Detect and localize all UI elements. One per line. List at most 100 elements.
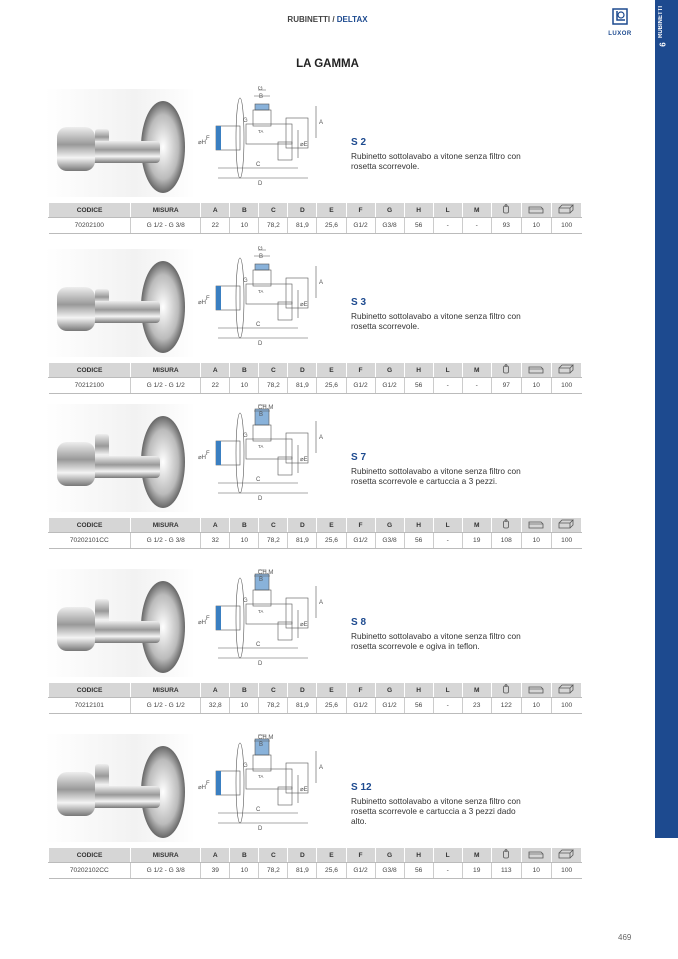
column-header: C bbox=[258, 202, 289, 218]
column-header: CODICE bbox=[47, 682, 132, 698]
table-row: 70202102CC G 1/2 - G 3/8 39 10 78,2 81,9 25,6 G… bbox=[48, 862, 582, 879]
table-cell: 97 bbox=[490, 377, 522, 394]
weight-icon bbox=[490, 362, 522, 378]
dim-top-label: G bbox=[258, 246, 263, 252]
breadcrumb-subsection: DELTAX bbox=[336, 15, 368, 24]
column-header: M bbox=[461, 202, 492, 218]
table-cell: 32,8 bbox=[200, 697, 230, 714]
product-name: S 2 bbox=[351, 137, 367, 148]
table-cell: 56 bbox=[403, 377, 434, 394]
column-header: A bbox=[200, 517, 231, 533]
column-header: B bbox=[229, 202, 260, 218]
product-name: S 7 bbox=[351, 452, 367, 463]
column-header: F bbox=[345, 202, 376, 218]
table-cell: - bbox=[432, 862, 463, 879]
column-header: G bbox=[374, 682, 405, 698]
dim-e-label: ⌀E bbox=[300, 457, 308, 463]
dim-c-label: C bbox=[256, 477, 261, 483]
table-cell: 10 bbox=[229, 862, 259, 879]
column-header: A bbox=[200, 682, 231, 698]
product-photo bbox=[45, 734, 195, 842]
dim-a-label: A bbox=[319, 765, 323, 771]
table-cell: G1/2 bbox=[345, 377, 376, 394]
column-header: C bbox=[258, 682, 289, 698]
table-cell: - bbox=[432, 532, 463, 549]
table-cell: 113 bbox=[490, 862, 522, 879]
column-header: M bbox=[461, 847, 492, 863]
table-cell: 56 bbox=[403, 697, 434, 714]
dim-top-label: CH.M bbox=[258, 735, 273, 741]
specs-table: CODICE MISURA A B C D E F G H L M 70202102CC G 1/2 -… bbox=[47, 847, 583, 879]
table-cell: G3/8 bbox=[374, 532, 405, 549]
technical-drawing: CH.M B A C D ⌀E F ⌀H G TA bbox=[198, 404, 323, 502]
product-name: S 8 bbox=[351, 617, 367, 628]
product-description: Rubinetto sottolavabo a vitone senza fil… bbox=[351, 466, 521, 486]
column-header: B bbox=[229, 847, 260, 863]
column-header: MISURA bbox=[130, 202, 202, 218]
box-pack-icon bbox=[520, 847, 552, 863]
table-cell: G3/8 bbox=[374, 862, 405, 879]
dim-a-label: A bbox=[319, 280, 323, 286]
column-header: A bbox=[200, 847, 231, 863]
dim-d-label: D bbox=[258, 826, 263, 832]
table-cell: 56 bbox=[403, 532, 434, 549]
dim-f-label: F bbox=[206, 296, 210, 302]
column-header: F bbox=[345, 517, 376, 533]
column-header: G bbox=[374, 362, 405, 378]
column-header: D bbox=[287, 682, 318, 698]
column-header: F bbox=[345, 362, 376, 378]
table-cell: 81,9 bbox=[287, 532, 317, 549]
carton-icon bbox=[550, 517, 583, 533]
table-cell: 78,2 bbox=[258, 697, 288, 714]
table-cell: - bbox=[461, 377, 492, 394]
dim-h-label: ⌀H bbox=[198, 620, 206, 626]
table-cell: 10 bbox=[520, 697, 552, 714]
logo-text: LUXOR bbox=[608, 31, 632, 37]
table-cell: G 1/2 - G 3/8 bbox=[130, 532, 201, 549]
table-cell: 78,2 bbox=[258, 217, 288, 234]
column-header: M bbox=[461, 517, 492, 533]
table-cell: 10 bbox=[229, 217, 259, 234]
column-header: M bbox=[461, 682, 492, 698]
specs-table: CODICE MISURA A B C D E F G H L M 70202100 G 1/2 - G… bbox=[47, 202, 583, 234]
column-header: H bbox=[403, 202, 434, 218]
table-cell: G 1/2 - G 3/8 bbox=[130, 217, 201, 234]
dim-c-label: C bbox=[256, 322, 261, 328]
column-header: C bbox=[258, 362, 289, 378]
table-cell: 78,2 bbox=[258, 862, 288, 879]
product-description: Rubinetto sottolavabo a vitone senza fil… bbox=[351, 311, 521, 331]
breadcrumb-separator: / bbox=[330, 15, 337, 24]
table-cell: 25,6 bbox=[316, 377, 346, 394]
dim-d-label: D bbox=[258, 341, 263, 347]
carton-icon bbox=[550, 847, 583, 863]
column-header: B bbox=[229, 362, 260, 378]
table-cell: 100 bbox=[550, 532, 582, 549]
table-cell: 10 bbox=[520, 532, 552, 549]
table-cell: - bbox=[432, 377, 463, 394]
table-cell: 10 bbox=[520, 377, 552, 394]
table-cell: 25,6 bbox=[316, 532, 346, 549]
product-section: G B A C D ⌀E F ⌀H G TA S 3 Rubinetto sot… bbox=[0, 246, 655, 399]
dim-a-label: A bbox=[319, 435, 323, 441]
product-photo bbox=[45, 89, 195, 197]
column-header: MISURA bbox=[130, 362, 202, 378]
table-cell: 70202100 bbox=[48, 217, 131, 234]
dim-f-label: F bbox=[206, 451, 210, 457]
product-section: CH.M B A C D ⌀E F ⌀H G TA S 8 Rubinetto … bbox=[0, 569, 655, 719]
table-header-row: CODICE MISURA A B C D E F G H L M bbox=[47, 362, 583, 378]
dim-f-label: F bbox=[206, 136, 210, 142]
table-cell: 81,9 bbox=[287, 697, 317, 714]
table-cell: 10 bbox=[520, 217, 552, 234]
table-cell: 70212100 bbox=[48, 377, 131, 394]
specs-table: CODICE MISURA A B C D E F G H L M 70212100 G 1/2 - G… bbox=[47, 362, 583, 394]
technical-drawing: CH.M B A C D ⌀E F ⌀H G TA bbox=[198, 569, 323, 667]
technical-drawing: CH.M B A C D ⌀E F ⌀H G TA bbox=[198, 734, 323, 832]
table-header-row: CODICE MISURA A B C D E F G H L M bbox=[47, 202, 583, 218]
dim-h-label: ⌀H bbox=[198, 785, 206, 791]
column-header: CODICE bbox=[47, 202, 132, 218]
table-cell: - bbox=[432, 697, 463, 714]
table-row: 70212100 G 1/2 - G 1/2 22 10 78,2 81,9 25,6 G1/… bbox=[48, 377, 582, 394]
column-header: B bbox=[229, 682, 260, 698]
box-pack-icon bbox=[520, 517, 552, 533]
dim-g-label: G bbox=[243, 763, 248, 769]
